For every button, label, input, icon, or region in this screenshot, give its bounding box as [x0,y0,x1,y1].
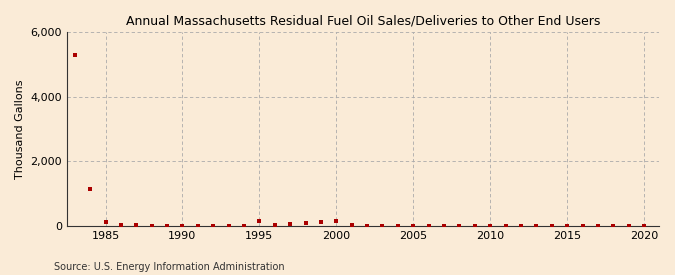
Point [331,219,342,223]
Point [254,219,265,223]
Point [623,223,634,228]
Point [315,220,326,224]
Point [546,223,557,228]
Point [70,53,80,57]
Point [238,223,249,228]
Point [192,223,203,228]
Point [423,223,434,228]
Point [85,186,96,191]
Point [392,223,403,228]
Point [100,220,111,224]
Point [531,223,542,228]
Text: Source: U.S. Energy Information Administration: Source: U.S. Energy Information Administ… [54,262,285,272]
Point [439,223,450,228]
Point [593,223,603,228]
Point [377,223,388,228]
Point [639,223,649,228]
Point [285,222,296,227]
Point [408,223,418,228]
Point [131,223,142,228]
Point [161,223,172,228]
Point [115,223,126,227]
Point [362,223,373,228]
Point [485,223,495,228]
Point [146,223,157,228]
Point [454,223,465,228]
Point [223,223,234,228]
Y-axis label: Thousand Gallons: Thousand Gallons [15,79,25,179]
Point [577,223,588,228]
Point [177,223,188,228]
Point [346,223,357,227]
Point [208,223,219,228]
Point [269,223,280,227]
Title: Annual Massachusetts Residual Fuel Oil Sales/Deliveries to Other End Users: Annual Massachusetts Residual Fuel Oil S… [126,15,601,28]
Point [608,223,619,228]
Point [562,223,572,228]
Point [500,223,511,228]
Point [469,223,480,228]
Point [300,221,311,226]
Point [516,223,526,228]
